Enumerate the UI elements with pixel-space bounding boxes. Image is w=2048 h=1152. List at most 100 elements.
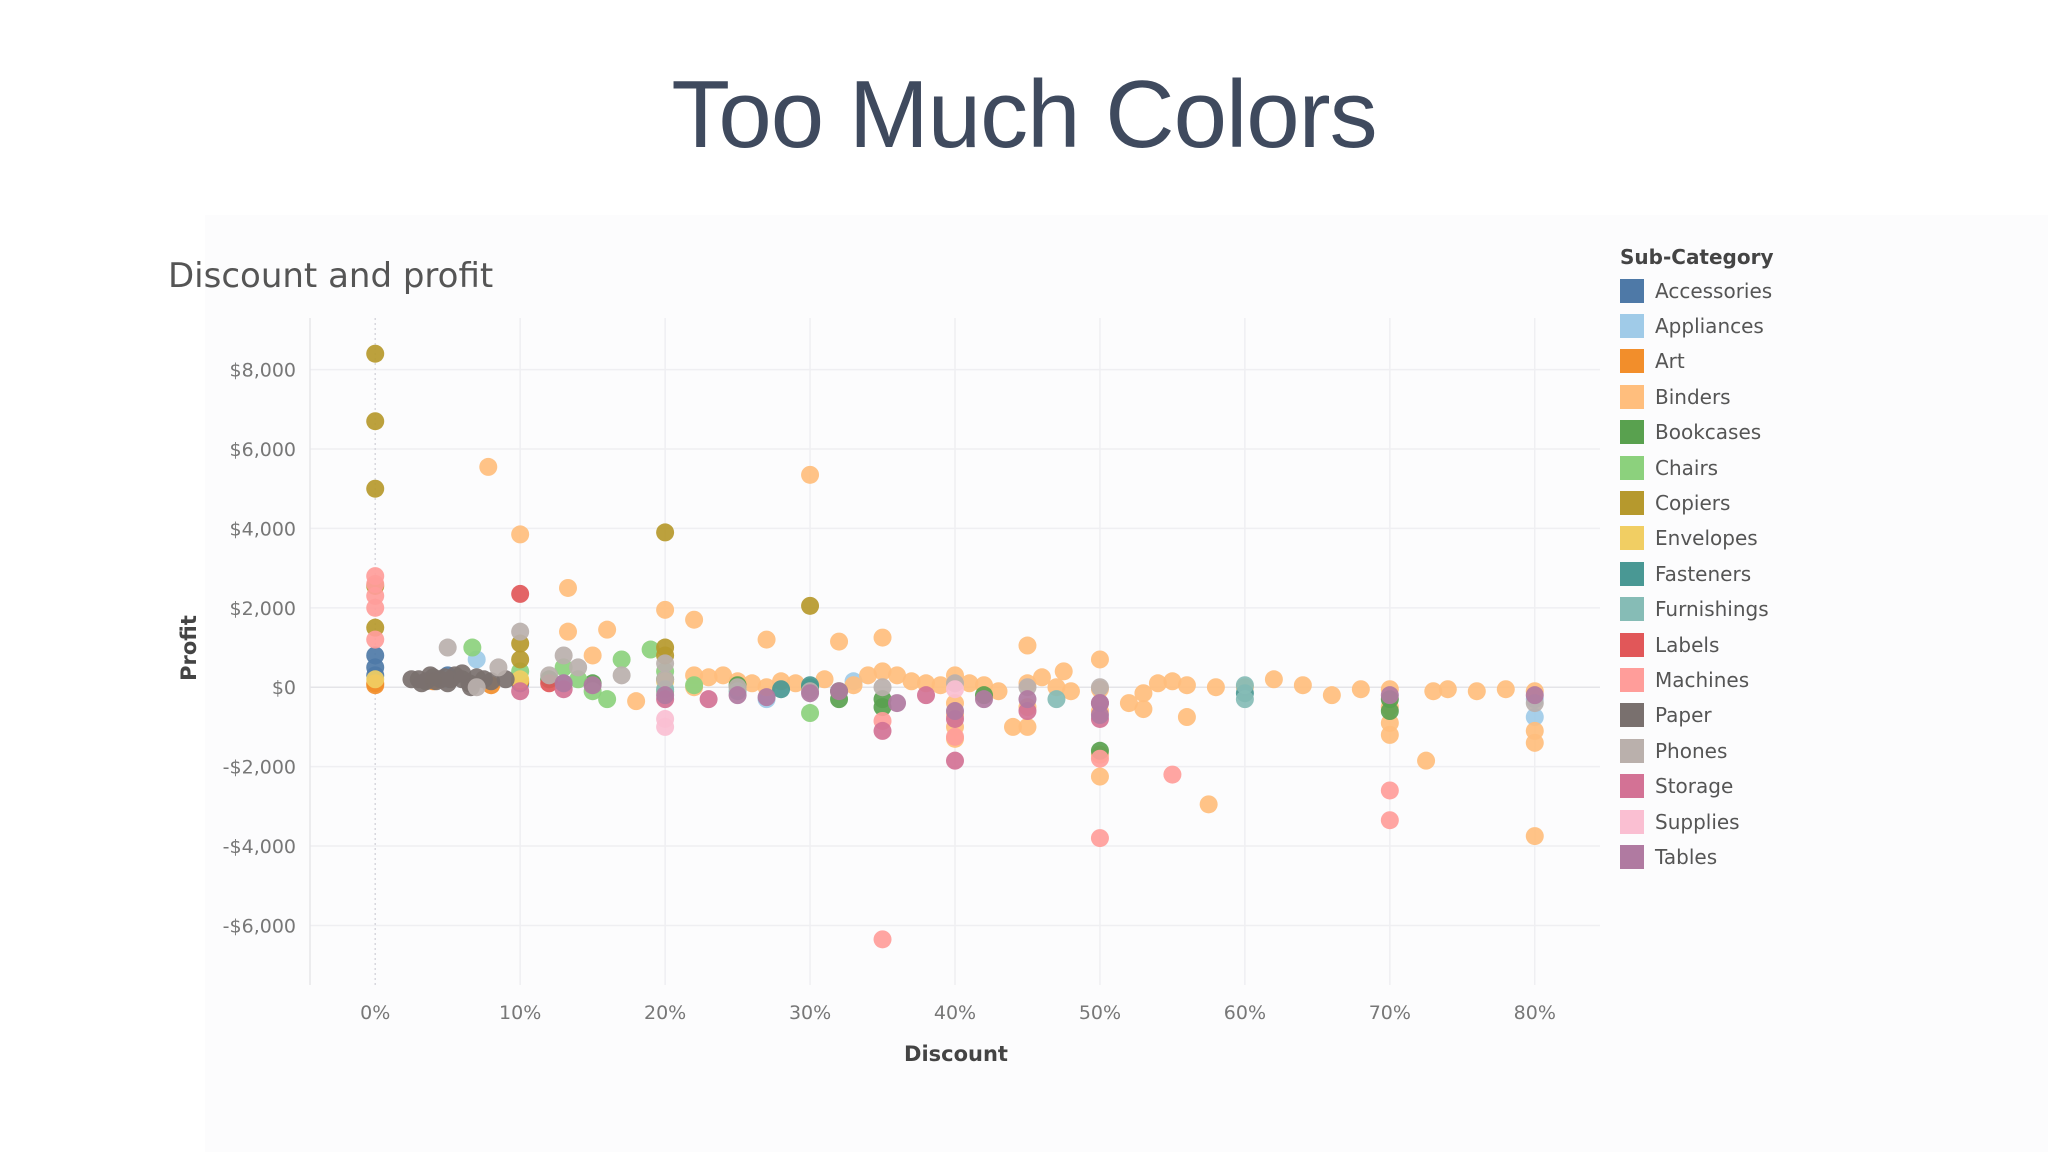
legend-item[interactable]: Bookcases (1620, 415, 1920, 450)
data-point (801, 596, 820, 615)
data-point (772, 680, 791, 699)
legend-item[interactable]: Furnishings (1620, 592, 1920, 627)
data-point (656, 638, 675, 657)
data-point (467, 678, 486, 697)
legend-label: Furnishings (1655, 597, 1769, 622)
legend-item[interactable]: Supplies (1620, 804, 1920, 839)
data-point (728, 686, 747, 705)
legend-label: Chairs (1655, 455, 1719, 480)
data-point (1090, 678, 1109, 697)
data-point (888, 694, 907, 713)
legend-item[interactable]: Chairs (1620, 450, 1920, 485)
data-point (946, 751, 964, 770)
data-point (1438, 680, 1457, 699)
data-point (1496, 680, 1515, 699)
data-point (559, 578, 577, 597)
legend-swatch (1620, 491, 1644, 516)
data-point (559, 622, 577, 641)
data-point (656, 600, 675, 619)
legend-swatch (1620, 278, 1644, 303)
y-tick-label: $4,000 (230, 518, 296, 540)
data-point (888, 666, 907, 685)
data-point (511, 622, 530, 641)
data-point (463, 638, 482, 657)
data-point (1235, 676, 1254, 695)
data-point (1525, 733, 1544, 752)
y-tick-label: $2,000 (230, 598, 296, 620)
data-point (1417, 751, 1436, 770)
data-point (366, 344, 385, 363)
legend-swatch (1620, 774, 1644, 799)
data-point (1134, 684, 1153, 703)
legend-swatch (1620, 349, 1644, 374)
data-point (627, 692, 646, 711)
legend-item[interactable]: Paper (1620, 698, 1920, 733)
data-point (641, 640, 660, 659)
legend-swatch (1620, 809, 1644, 834)
legend-label: Phones (1655, 738, 1728, 763)
data-point (1090, 650, 1109, 669)
data-point (1467, 682, 1486, 701)
legend-label: Appliances (1655, 314, 1764, 339)
legend-item[interactable]: Storage (1620, 768, 1920, 803)
data-point (1380, 781, 1399, 800)
data-point (1003, 717, 1022, 736)
data-point (1322, 686, 1341, 705)
data-point (366, 598, 385, 617)
data-point (1380, 702, 1399, 721)
data-point (1525, 708, 1544, 727)
data-point (960, 674, 979, 693)
data-point (1177, 676, 1196, 695)
x-tick-label: 80% (1514, 1002, 1556, 1024)
legend-item[interactable]: Appliances (1620, 308, 1920, 343)
data-point (873, 721, 892, 740)
legend-item[interactable]: Phones (1620, 733, 1920, 768)
y-tick-label: -$4,000 (223, 836, 296, 858)
legend-label: Paper (1655, 703, 1712, 728)
data-point (366, 630, 385, 649)
legend-item[interactable]: Labels (1620, 627, 1920, 662)
data-point (757, 688, 776, 707)
data-point (974, 690, 993, 709)
data-point (946, 702, 964, 721)
legend-swatch (1620, 561, 1644, 586)
data-point (612, 666, 631, 685)
data-point (583, 676, 602, 695)
legend-item[interactable]: Machines (1620, 662, 1920, 697)
legend-item[interactable]: Binders (1620, 379, 1920, 414)
data-point (1090, 706, 1109, 725)
legend-swatch (1620, 384, 1644, 409)
y-tick-label: $6,000 (230, 439, 296, 461)
legend-item[interactable]: Tables (1620, 839, 1920, 874)
legend-item[interactable]: Art (1620, 344, 1920, 379)
legend-item[interactable]: Fasteners (1620, 556, 1920, 591)
data-point (656, 654, 675, 673)
slide-title: Too Much Colors (671, 61, 1377, 168)
data-point (366, 412, 385, 431)
x-tick-label: 40% (934, 1002, 976, 1024)
data-point (540, 666, 559, 685)
data-point (902, 672, 921, 691)
data-point (656, 523, 675, 542)
data-point (1134, 700, 1153, 719)
legend-label: Storage (1655, 774, 1734, 799)
data-point (554, 674, 573, 693)
data-point (1090, 749, 1109, 768)
legend-swatch (1620, 420, 1644, 445)
data-point (656, 717, 675, 736)
y-tick-label: $8,000 (230, 360, 296, 382)
data-point (1525, 686, 1544, 705)
data-point (757, 630, 776, 649)
data-point (511, 525, 530, 544)
legend-item[interactable]: Envelopes (1620, 521, 1920, 556)
legend-items: Accessories Appliances Art Binders Bookcases… (1620, 273, 1920, 875)
data-point (612, 650, 631, 669)
legend-item[interactable]: Copiers (1620, 485, 1920, 520)
data-point (873, 678, 892, 697)
legend-label: Accessories (1655, 278, 1773, 303)
y-tick-label: -$6,000 (223, 915, 296, 937)
data-points (366, 344, 1544, 949)
legend-item[interactable]: Accessories (1620, 273, 1920, 308)
legend-swatch (1620, 844, 1644, 869)
legend-label: Binders (1655, 384, 1731, 409)
